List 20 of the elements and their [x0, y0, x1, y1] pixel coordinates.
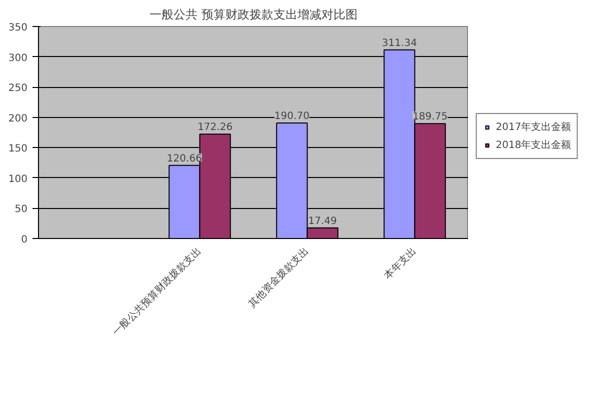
- y-tick-label: 200: [8, 113, 28, 124]
- y-tick-label: 250: [8, 83, 28, 94]
- x-tick-label: 一般公共预算财政拨款支出: [110, 244, 204, 338]
- data-label: 311.34: [382, 38, 417, 49]
- y-tick-label: 300: [8, 52, 28, 64]
- chart-title: 一般公共 预算财政拨款支出增减对比图: [150, 8, 358, 22]
- y-tick-label: 150: [8, 144, 28, 155]
- x-tick-label: 本年支出: [382, 244, 419, 282]
- data-label: 120.66: [166, 153, 202, 164]
- y-tick-label: 350: [8, 22, 28, 34]
- x-tick-label: 其他资金拨款支出: [246, 244, 312, 310]
- data-label: 189.75: [412, 112, 448, 123]
- data-label: 17.49: [308, 216, 337, 227]
- data-label: 190.70: [274, 110, 310, 122]
- y-tick-label: 0: [21, 234, 28, 246]
- data-label: 172.26: [198, 122, 233, 134]
- y-tick-label: 100: [8, 174, 28, 185]
- legend-label: 2017年支出金额: [496, 120, 572, 134]
- legend-label: 2018年支出金额: [496, 138, 572, 152]
- y-tick-label: 50: [14, 204, 28, 216]
